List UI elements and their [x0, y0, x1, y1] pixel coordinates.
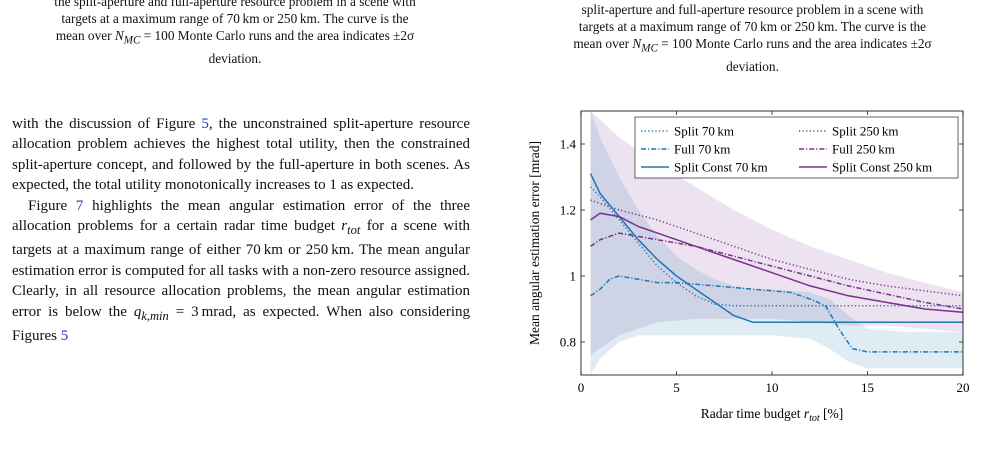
series-line-5: [590, 212, 963, 314]
y-tick-label: 0.8: [560, 335, 576, 350]
text-run: Figure: [28, 197, 76, 214]
caption-line: = 100 Monte Carlo runs and the area indi…: [140, 28, 415, 43]
series-line-3: [590, 232, 963, 310]
x-tick-labels: 0 5 10 15 20: [578, 380, 970, 395]
math-symbol: N: [114, 28, 124, 43]
x-axis-label: Radar time budget rtot [%]: [701, 406, 844, 424]
legend-label: Split 70 km: [674, 124, 734, 139]
chart-legend: Split 70 km Split 250 km Full 70 km Full 25…: [634, 116, 959, 179]
math-symbol: r: [341, 218, 348, 235]
math-subscript: tot: [347, 223, 361, 238]
series-lines: [589, 173, 963, 353]
deviation-bands: [590, 111, 963, 375]
caption-line: targets at a maximum range of 70 km or 2…: [578, 19, 927, 34]
series-line-0: [590, 186, 963, 307]
text-run: with the discussion of Figure: [12, 116, 202, 132]
legend-box: [634, 116, 959, 179]
math-symbol: N: [632, 36, 642, 51]
x-tick-label: 5: [673, 380, 680, 395]
caption-line: mean over: [55, 28, 115, 43]
caption-line: the split-aperture and full-aperture res…: [54, 0, 416, 9]
legend-label: Full 250 km: [832, 142, 895, 157]
text-run: highlights the mean angular estimation e…: [12, 197, 470, 235]
y-axis-label: Mean angular estimation error [mrad]: [527, 141, 542, 345]
legend-label: Split 250 km: [832, 124, 899, 139]
plot-frame: [580, 110, 964, 376]
math-symbol: q: [133, 303, 142, 320]
figure-ref-link[interactable]: 5: [201, 116, 209, 132]
caption-line: deviation.: [726, 58, 779, 74]
caption-line: targets at a maximum range of 70 km or 2…: [61, 11, 409, 26]
paragraph: with the discussion of Figure 5, the unc…: [12, 114, 470, 196]
x-tick-label: 10: [766, 380, 779, 395]
x-tick-label: 20: [957, 380, 970, 395]
deviation-band-1: [590, 111, 963, 375]
legend-label: Split Const 70 km: [674, 160, 768, 175]
line-chart: 0 5 10 15 20 0.8 1 1.2 1.4 Radar time budget rt…: [527, 110, 970, 424]
x-tick-label: 0: [578, 380, 585, 395]
caption-line: split-aperture and full-aperture resourc…: [581, 2, 924, 17]
text-run: = 3 mrad, as expected. When also conside…: [12, 303, 470, 345]
series-line-2: [590, 275, 963, 353]
y-tick-labels: 0.8 1 1.2 1.4: [560, 137, 577, 350]
figure-caption-left: the split-aperture and full-aperture res…: [0, 0, 470, 67]
deviation-band-0: [590, 111, 963, 356]
math-subscript: MC: [123, 34, 141, 47]
caption-line: = 100 Monte Carlo runs and the area indi…: [657, 36, 932, 51]
x-tick-label: 15: [861, 380, 874, 395]
math-subscript: k,min: [141, 308, 169, 323]
caption-line: mean over: [573, 36, 633, 51]
legend-label: Split Const 250 km: [832, 160, 932, 175]
y-tick-label: 1: [570, 269, 577, 284]
figure-ref-link[interactable]: 7: [75, 197, 84, 214]
text-run: , the unconstrained split-aperture resou…: [12, 116, 471, 194]
caption-line: deviation.: [208, 50, 262, 66]
series-line-4: [589, 173, 963, 323]
text-run: for a scene with targets at a maximum ra…: [12, 218, 470, 320]
body-text-column: with the discussion of Figure 5, the unc…: [12, 114, 470, 346]
math-subscript: MC: [641, 42, 658, 55]
figure-caption-right: split-aperture and full-aperture resourc…: [512, 1, 993, 75]
figure-ref-link[interactable]: 5: [60, 328, 69, 345]
legend-label: Full 70 km: [674, 142, 730, 157]
y-tick-label: 1.4: [560, 137, 577, 152]
y-tick-label: 1.2: [560, 203, 576, 218]
paragraph: Figure 7 highlights the mean angular est…: [12, 196, 470, 347]
